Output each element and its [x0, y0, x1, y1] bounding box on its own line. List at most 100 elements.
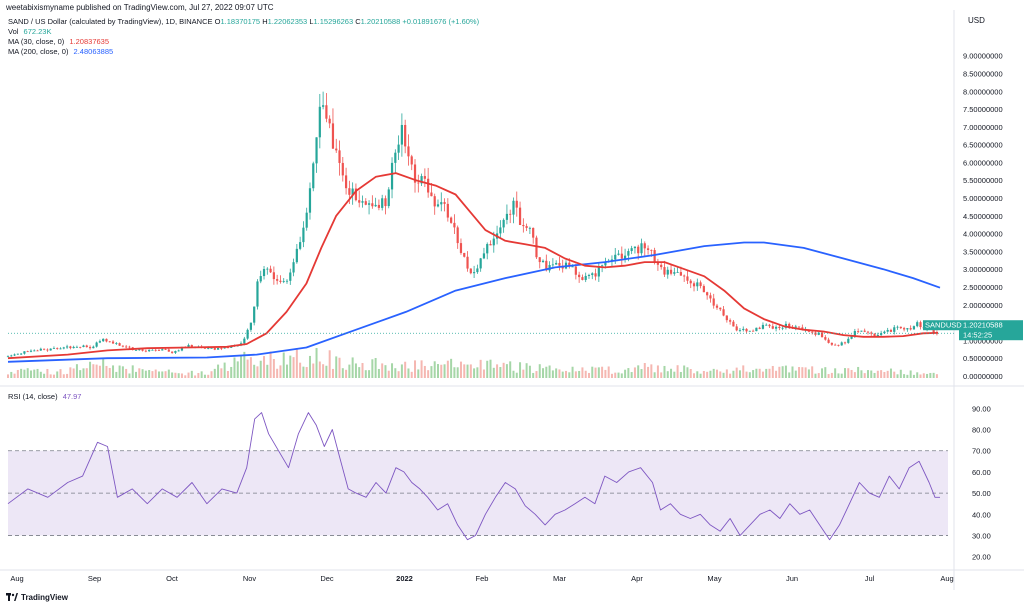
volume-bar: [715, 369, 718, 378]
tradingview-logo[interactable]: TradingView: [6, 593, 68, 602]
volume-bar: [125, 368, 128, 378]
candle-body: [535, 237, 538, 258]
volume-bar: [617, 372, 620, 378]
volume-bar: [702, 370, 705, 378]
volume-bar: [857, 366, 860, 378]
candle-body: [361, 201, 364, 203]
candle-body: [328, 118, 331, 124]
volume-bar: [259, 360, 262, 378]
candle-body: [663, 267, 666, 275]
candle-body: [322, 105, 325, 107]
candle-body: [138, 349, 141, 351]
candle-body: [509, 213, 512, 215]
volume-bar: [643, 362, 646, 378]
candle-body: [216, 348, 220, 350]
volume-bar: [601, 366, 604, 378]
volume-bar: [469, 364, 472, 378]
volume-bar: [578, 370, 581, 378]
candle-body: [515, 200, 518, 208]
candle-body: [79, 346, 82, 348]
candle-body: [620, 253, 623, 259]
volume-bar: [837, 373, 840, 378]
volume-bar: [308, 355, 311, 378]
candle-body: [164, 349, 167, 350]
candle-body: [69, 346, 72, 349]
volume-bar: [7, 374, 9, 378]
volume-bar: [696, 371, 699, 378]
volume-bar: [194, 375, 197, 378]
candle-body: [857, 331, 860, 332]
candle-body: [331, 123, 335, 149]
candle-body: [269, 268, 272, 273]
volume-bar: [446, 360, 449, 378]
volume-bar: [338, 357, 341, 378]
candle-body: [479, 258, 482, 269]
candle-body: [538, 257, 541, 263]
candle-body: [676, 272, 679, 273]
volume-bar: [66, 373, 69, 378]
candle-body: [587, 275, 591, 276]
candle-body: [367, 203, 371, 205]
candle-body: [738, 329, 742, 331]
candle-body: [95, 342, 98, 347]
symbol-tag-label: SANDUSD: [925, 321, 962, 330]
price-tick-label: 6.00000000: [963, 158, 1003, 167]
volume-bar: [141, 369, 144, 378]
candle-body: [453, 222, 456, 228]
candle-body: [817, 332, 820, 335]
price-tick-label: 3.50000000: [963, 247, 1003, 256]
candle-body: [774, 326, 778, 329]
candle-body: [305, 212, 308, 228]
volume-bar: [568, 372, 571, 378]
candle-body: [830, 342, 833, 345]
volume-legend: Vol 672.23K: [8, 27, 52, 36]
candle-body: [13, 354, 16, 356]
price-tick-label: 1.00000000: [963, 336, 1003, 345]
candle-body: [893, 327, 896, 332]
candle-body: [354, 188, 358, 201]
volume-bar: [69, 367, 72, 378]
candle-body: [555, 262, 558, 265]
candle-body: [472, 272, 476, 274]
volume-bar: [161, 371, 164, 378]
volume-bar: [286, 364, 289, 378]
volume-bar: [555, 368, 558, 378]
candle-body: [847, 338, 850, 343]
candle-body: [692, 283, 696, 287]
candle-body: [706, 292, 709, 296]
time-tick-label: Aug: [10, 574, 23, 583]
volume-bar: [184, 375, 187, 378]
candle-body: [115, 343, 118, 344]
volume-bar: [135, 371, 138, 378]
ma200-line: [7, 241, 941, 363]
rsi-tick-label: 40.00: [972, 510, 991, 519]
candle-body: [65, 346, 69, 348]
candle-body: [489, 244, 492, 246]
volume-bar: [423, 365, 426, 378]
volume-bar: [909, 370, 912, 378]
volume-bar: [821, 368, 824, 378]
candle-body: [709, 295, 712, 299]
volume-bar: [699, 373, 702, 378]
candle-body: [246, 329, 249, 339]
volume-bar: [866, 370, 869, 378]
price-tick-label: 8.00000000: [963, 87, 1003, 96]
volume-bar: [263, 356, 266, 378]
candle-body: [56, 348, 59, 349]
candle-body: [673, 272, 676, 274]
candle-body: [390, 162, 394, 190]
volume-bar: [916, 372, 919, 378]
volume-bar: [98, 365, 101, 378]
volume-bar: [345, 369, 348, 378]
volume-bar: [834, 368, 837, 378]
volume-bar: [112, 365, 115, 378]
candle-body: [853, 331, 856, 337]
candle-body: [469, 268, 472, 274]
volume-bar: [840, 373, 843, 378]
candle-body: [450, 217, 453, 223]
volume-bar: [719, 371, 722, 378]
volume-bar: [26, 368, 29, 378]
volume-bar: [331, 368, 334, 378]
candle-body: [148, 349, 151, 352]
